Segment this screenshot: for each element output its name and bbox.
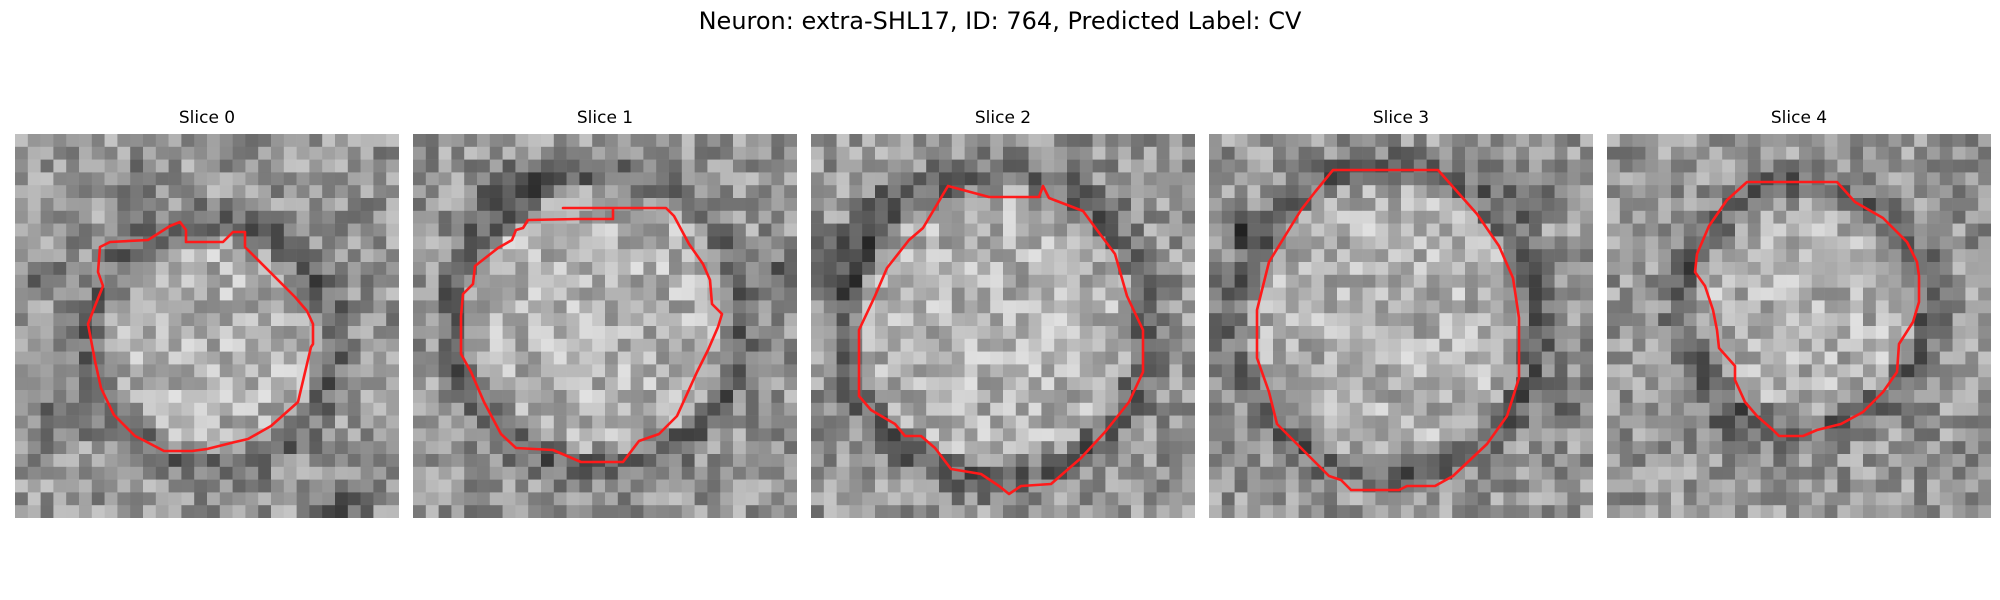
- slice-title: Slice 2: [974, 108, 1032, 128]
- slice-image: [1209, 134, 1593, 518]
- slice-image: [15, 134, 399, 518]
- slice-title: Slice 4: [1770, 108, 1828, 128]
- slice-image: [413, 134, 797, 518]
- slice-title: Slice 1: [576, 108, 634, 128]
- slice-image: [811, 134, 1195, 518]
- slice-title: Slice 0: [178, 108, 236, 128]
- slice-image: [1607, 134, 1991, 518]
- segmentation-contour: [459, 206, 724, 464]
- slice-title: Slice 3: [1372, 108, 1430, 128]
- segmentation-contour: [1255, 168, 1521, 492]
- segmentation-contour: [1693, 180, 1921, 438]
- segmentation-contour: [857, 184, 1145, 496]
- figure-title: Neuron: extra-SHL17, ID: 764, Predicted …: [698, 7, 1302, 35]
- segmentation-contour: [86, 220, 315, 453]
